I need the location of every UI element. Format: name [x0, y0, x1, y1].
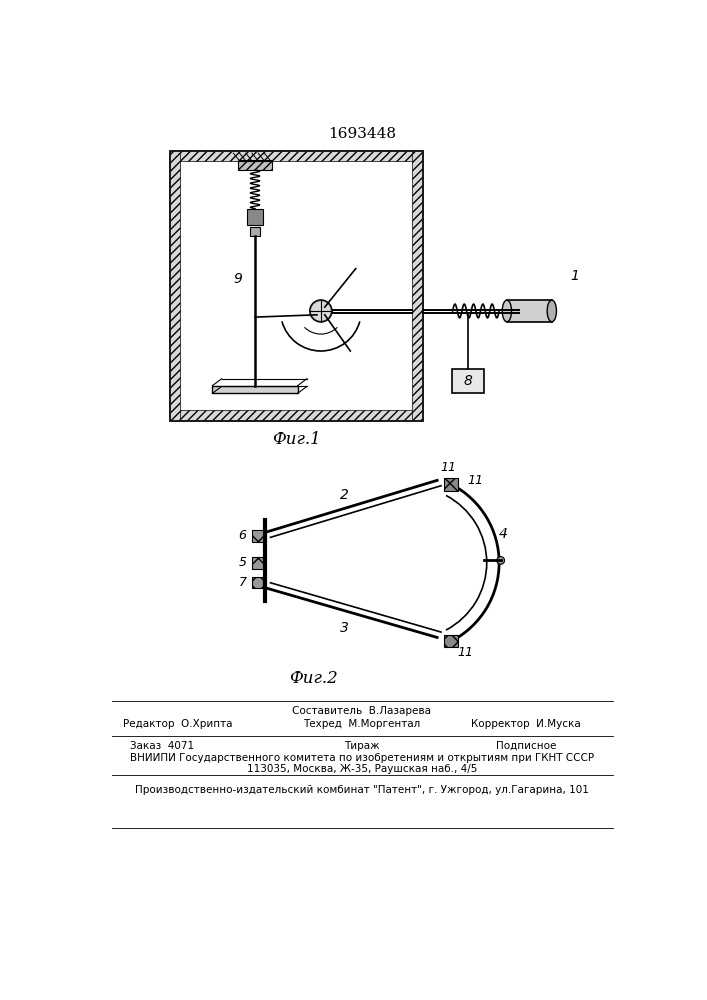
Text: Составитель  В.Лазарева: Составитель В.Лазарева	[293, 706, 431, 716]
Text: 11: 11	[458, 646, 474, 659]
Polygon shape	[444, 478, 458, 491]
Text: Подписное: Подписное	[496, 741, 556, 751]
Text: Тираж: Тираж	[344, 741, 380, 751]
Ellipse shape	[502, 300, 512, 322]
Circle shape	[497, 557, 505, 564]
Text: 1: 1	[571, 269, 580, 283]
Text: 6: 6	[238, 529, 247, 542]
Text: 4: 4	[498, 527, 508, 541]
Polygon shape	[238, 161, 272, 170]
Polygon shape	[170, 151, 421, 161]
Ellipse shape	[547, 300, 556, 322]
Text: 3: 3	[339, 621, 349, 635]
Polygon shape	[170, 410, 421, 420]
Polygon shape	[507, 300, 552, 322]
Polygon shape	[212, 386, 298, 393]
Text: 5: 5	[238, 556, 247, 569]
Text: 8: 8	[464, 374, 472, 388]
Text: 7: 7	[238, 576, 247, 588]
Text: 113035, Москва, Ж-35, Раушская наб., 4/5: 113035, Москва, Ж-35, Раушская наб., 4/5	[247, 764, 477, 774]
Text: 11: 11	[440, 461, 456, 474]
Text: Редактор  О.Хрипта: Редактор О.Хрипта	[123, 719, 233, 729]
Text: 2: 2	[339, 488, 349, 502]
Polygon shape	[247, 209, 263, 225]
Text: 11: 11	[467, 474, 484, 487]
Text: 1693448: 1693448	[328, 127, 396, 141]
Text: 9: 9	[233, 272, 243, 286]
Text: Заказ  4071: Заказ 4071	[130, 741, 194, 751]
Polygon shape	[252, 577, 264, 588]
Text: ВНИИПИ Государственного комитета по изобретениям и открытиям при ГКНТ СССР: ВНИИПИ Государственного комитета по изоб…	[130, 753, 594, 763]
Text: Фиг.1: Фиг.1	[271, 431, 320, 448]
Polygon shape	[411, 151, 421, 420]
Polygon shape	[252, 557, 264, 569]
Text: Техред  М.Моргентал: Техред М.Моргентал	[303, 719, 421, 729]
Polygon shape	[252, 530, 264, 542]
Circle shape	[310, 300, 332, 322]
Text: Производственно-издательский комбинат "Патент", г. Ужгород, ул.Гагарина, 101: Производственно-издательский комбинат "П…	[135, 785, 589, 795]
Polygon shape	[170, 151, 180, 420]
Text: Корректор  И.Муска: Корректор И.Муска	[472, 719, 581, 729]
Polygon shape	[444, 635, 458, 647]
Text: Фиг.2: Фиг.2	[288, 670, 337, 687]
Polygon shape	[250, 227, 260, 236]
Polygon shape	[452, 369, 484, 393]
